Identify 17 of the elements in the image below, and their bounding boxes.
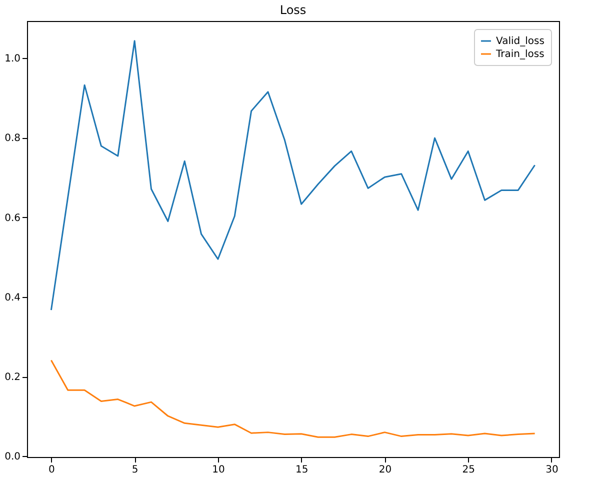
y-tick-label: 0.4 [4, 292, 20, 304]
x-tick-label: 25 [462, 464, 475, 476]
legend-label: Valid_loss [496, 36, 544, 47]
x-tick-label: 5 [132, 464, 138, 476]
legend-label: Train_loss [495, 49, 544, 60]
y-tick-label: 0.8 [4, 133, 20, 144]
line-series [50, 359, 536, 438]
x-tick-label: 10 [212, 464, 225, 476]
x-tick-label: 0 [48, 464, 55, 476]
chart-title: Loss [280, 3, 306, 17]
y-tick-label: 0.2 [4, 372, 20, 384]
x-tick-label: 20 [378, 464, 392, 476]
y-tick-label: 0.6 [4, 212, 20, 224]
x-tick-label: 15 [295, 464, 308, 476]
y-tick-label: 0.0 [4, 452, 20, 463]
x-tick-label: 30 [546, 464, 558, 476]
y-tick-label: 1.0 [4, 54, 20, 65]
